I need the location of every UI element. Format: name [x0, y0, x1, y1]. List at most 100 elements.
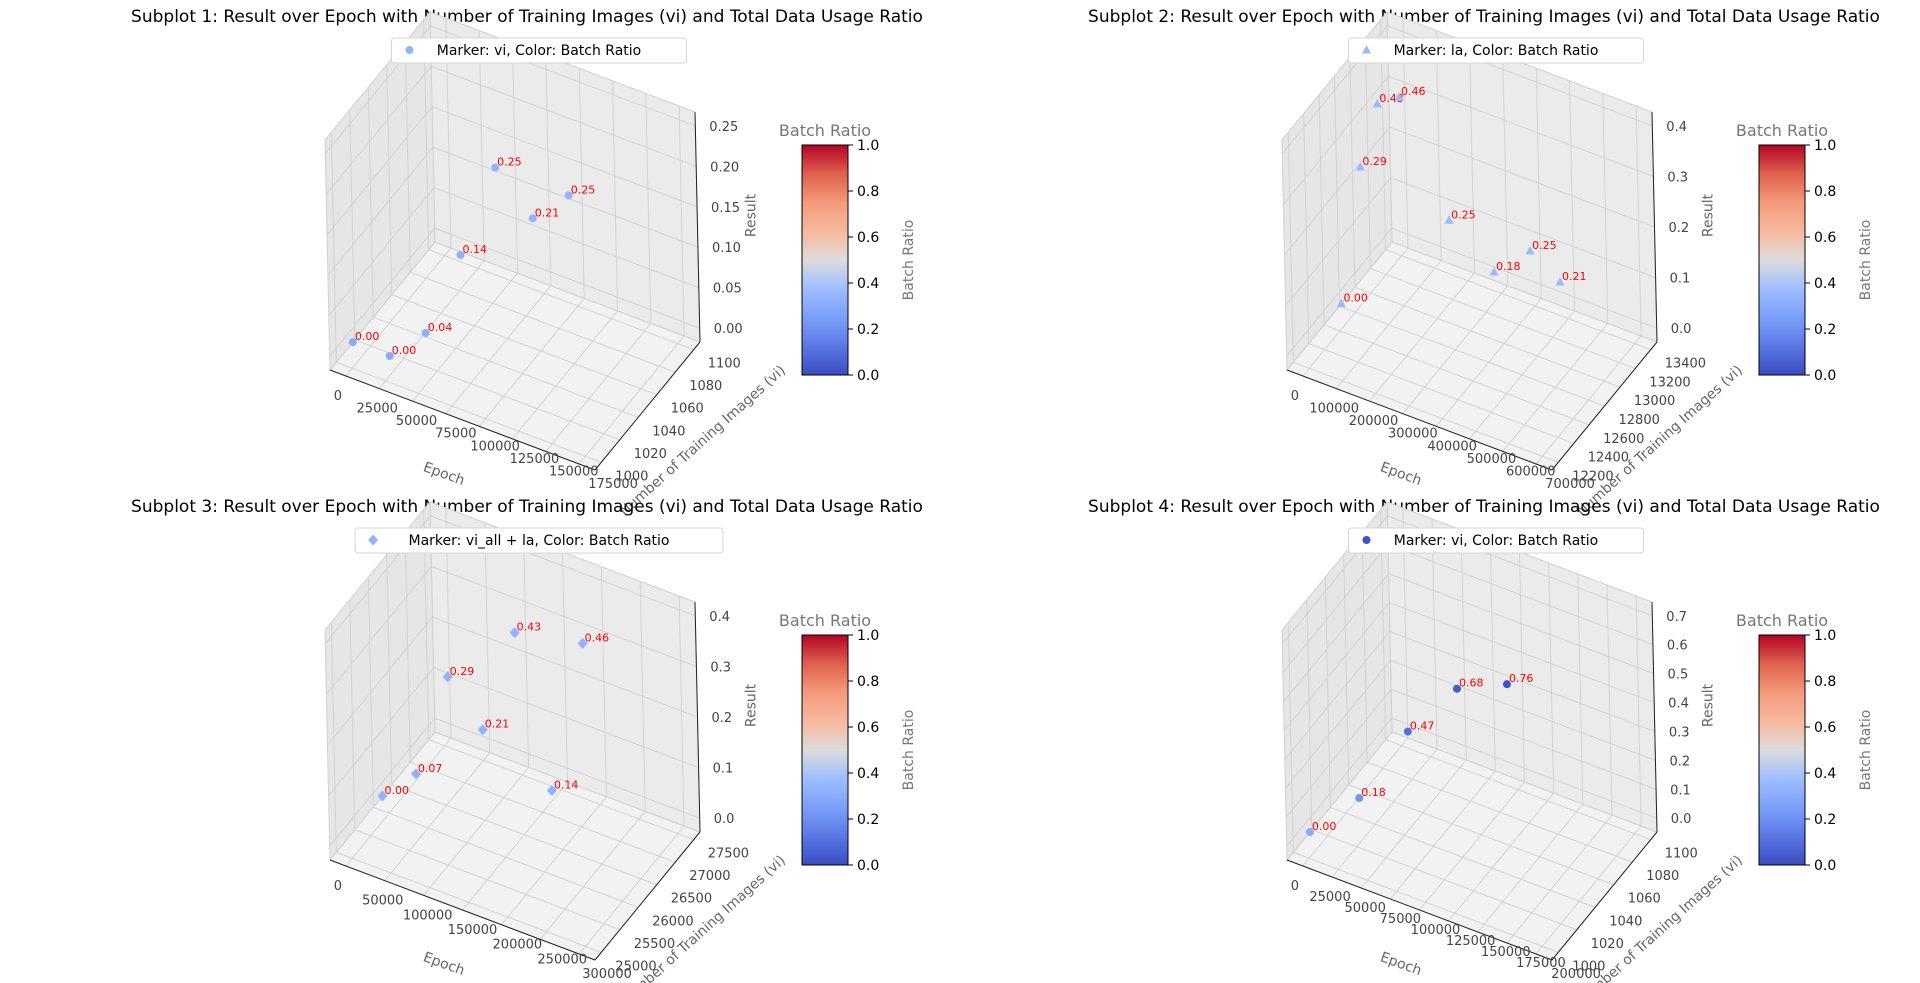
- colorbar-title: Batch Ratio: [779, 121, 871, 140]
- colorbar-tick-label: 0.2: [857, 322, 879, 338]
- y-tick-label: 1000: [615, 469, 648, 484]
- colorbar-label: Batch Ratio: [901, 220, 917, 301]
- point-annotation: 0.14: [463, 243, 488, 256]
- x-tick-label: 0: [334, 879, 342, 894]
- z-tick-label: 0.1: [1670, 272, 1691, 287]
- colorbar-label: Batch Ratio: [901, 710, 917, 791]
- y-tick-label: 1100: [1665, 847, 1698, 862]
- z-axis-line: [694, 111, 701, 343]
- subplot-2: Subplot 2: Result over Epoch with Number…: [1088, 7, 1880, 520]
- y-tick-label: 13400: [1665, 357, 1706, 372]
- z-tick-label: 0.2: [1669, 754, 1690, 769]
- x-tick-label: 300000: [582, 967, 632, 982]
- point-annotation: 0.21: [535, 206, 560, 219]
- x-tick-label: 0: [1291, 879, 1299, 894]
- legend-label: Marker: vi, Color: Batch Ratio: [1394, 533, 1599, 549]
- x-tick-label: 700000: [1545, 477, 1595, 492]
- z-axis-line: [1651, 601, 1658, 833]
- y-axis-line: [594, 831, 701, 961]
- x-tick-label: 175000: [1516, 956, 1566, 971]
- data-point: [564, 191, 573, 200]
- x-tick-label: 75000: [435, 427, 476, 442]
- data-point: [442, 671, 453, 683]
- data-point: [528, 214, 537, 223]
- z-axis-line: [1651, 111, 1658, 343]
- colorbar-title: Batch Ratio: [779, 611, 871, 630]
- legend-marker: [405, 46, 414, 54]
- z-tick-label: 0.3: [1669, 725, 1690, 740]
- colorbar-tick-label: 0.4: [857, 766, 879, 782]
- y-tick-label: 13000: [1634, 394, 1675, 409]
- data-point: [1452, 684, 1461, 693]
- z-tick-label: 0.10: [712, 241, 741, 256]
- colorbar-tick-label: 0.6: [857, 720, 879, 736]
- point-annotation: 0.00: [385, 784, 410, 797]
- point-annotation: 0.29: [450, 665, 475, 678]
- point-annotation: 0.47: [1410, 720, 1435, 733]
- x-axis-line: [1286, 859, 1553, 961]
- x-tick-label: 250000: [537, 952, 587, 967]
- data-point: [1305, 828, 1314, 837]
- colorbar-tick-label: 1.0: [857, 138, 879, 154]
- y-tick-label: 13200: [1649, 375, 1690, 390]
- y-tick-label: 1020: [634, 447, 667, 462]
- colorbar-title: Batch Ratio: [1736, 121, 1828, 140]
- x-tick-label: 150000: [1481, 945, 1531, 960]
- z-tick-label: 0.05: [713, 282, 742, 297]
- y-tick-label: 1040: [652, 424, 685, 439]
- y-tick-label: 1100: [708, 357, 741, 372]
- x-tick-label: 200000: [1551, 967, 1601, 982]
- z-axis-line: [694, 601, 701, 833]
- data-point: [1372, 98, 1382, 108]
- x-tick-label: 500000: [1467, 452, 1517, 467]
- z-tick-label: 0.00: [714, 322, 743, 337]
- z-axis-label: Result: [743, 193, 759, 237]
- point-annotation: 0.00: [355, 330, 380, 343]
- point-annotation: 0.18: [1496, 260, 1521, 273]
- legend-box: [1348, 37, 1644, 64]
- point-annotation: 0.04: [428, 321, 453, 334]
- x-tick-label: 50000: [362, 894, 403, 909]
- colorbar-tick-label: 0.6: [1814, 720, 1836, 736]
- legend-box: [391, 37, 687, 64]
- side-pane: [1281, 500, 1393, 862]
- data-point: [1489, 267, 1499, 276]
- colorbar-gradient: [801, 144, 849, 376]
- colorbar-tick-label: 1.0: [1814, 628, 1836, 644]
- y-axis-line: [1551, 831, 1658, 961]
- gridlines: [324, 17, 700, 465]
- y-tick-label: 27500: [708, 847, 749, 862]
- z-tick-label: 0.4: [1666, 120, 1687, 135]
- subplot-title: Subplot 4: Result over Epoch with Number…: [1088, 497, 1880, 517]
- z-tick-label: 0.4: [1668, 697, 1689, 712]
- y-tick-label: 1040: [1609, 914, 1642, 929]
- x-tick-label: 300000: [1388, 427, 1438, 442]
- x-axis-line: [329, 369, 596, 471]
- subplot-1: Subplot 1: Result over Epoch with Number…: [131, 7, 923, 520]
- colorbar-tick-label: 0.8: [857, 184, 879, 200]
- colorbar-gradient: [1758, 634, 1806, 866]
- subplot-title: Subplot 1: Result over Epoch with Number…: [131, 7, 923, 27]
- legend-box: [354, 527, 724, 554]
- z-tick-label: 0.25: [709, 120, 738, 135]
- data-point: [377, 790, 388, 802]
- colorbar-tick-label: 0.8: [857, 674, 879, 690]
- colorbar-tick-label: 0.0: [857, 858, 879, 874]
- colorbar-tick-label: 0.8: [1814, 674, 1836, 690]
- data-point: [1502, 680, 1511, 689]
- z-axis-label: Result: [1700, 683, 1716, 727]
- data-point: [1355, 162, 1365, 171]
- colorbar-tick-label: 0.2: [1814, 322, 1836, 338]
- y-tick-label: 1060: [671, 402, 704, 417]
- data-point: [477, 724, 488, 736]
- data-point: [1403, 727, 1412, 736]
- data-point: [1444, 215, 1454, 224]
- x-tick-label: 75000: [1380, 912, 1421, 927]
- gridlines: [324, 507, 700, 955]
- y-tick-label: 26000: [652, 914, 693, 929]
- y-tick-label: 12400: [1588, 451, 1629, 466]
- y-tick-label: 1080: [1646, 869, 1679, 884]
- colorbar-tick-label: 0.6: [857, 230, 879, 246]
